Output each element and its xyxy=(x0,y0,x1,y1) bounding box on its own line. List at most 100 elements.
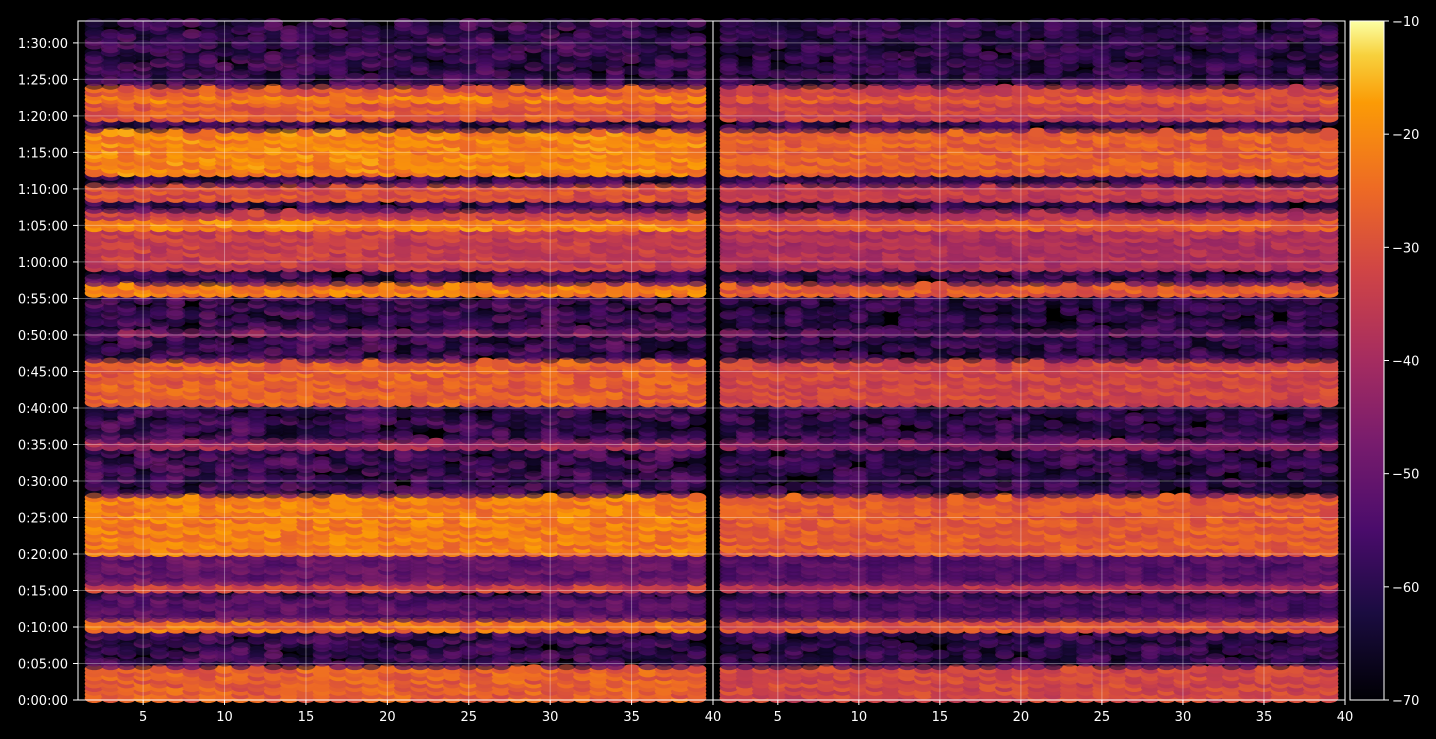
heatmap-cell xyxy=(426,635,446,645)
heatmap-cell xyxy=(345,638,365,649)
heatmap-cell xyxy=(410,434,430,444)
heatmap-cell xyxy=(524,664,544,674)
heatmap-cell xyxy=(84,638,104,649)
heatmap-cell xyxy=(605,642,625,652)
heatmap-cell xyxy=(638,594,658,605)
heatmap-cell xyxy=(556,645,577,656)
heatmap-cell xyxy=(622,649,642,660)
heatmap-cell xyxy=(280,664,300,674)
heatmap-cell xyxy=(296,653,316,663)
heatmap-cell xyxy=(670,660,691,671)
heatmap-cell xyxy=(198,631,218,641)
heatmap-cell xyxy=(622,638,642,649)
heatmap-cell xyxy=(312,631,332,641)
heatmap-cell xyxy=(507,649,528,660)
heatmap-cell xyxy=(507,591,528,601)
heatmap-cell xyxy=(687,642,707,652)
heatmap-cell xyxy=(247,664,267,674)
heatmap-cell xyxy=(133,656,153,667)
heatmap-cell xyxy=(410,645,430,656)
heatmap-cell xyxy=(605,656,625,667)
heatmap-cell xyxy=(573,664,593,674)
heatmap-cell xyxy=(442,631,463,641)
heatmap-cells-left xyxy=(84,18,707,703)
heatmap-cell xyxy=(101,656,121,667)
heatmap-cell xyxy=(312,664,332,674)
heatmap-cell xyxy=(247,642,267,652)
heatmap-cell xyxy=(296,594,316,605)
heatmap-cell xyxy=(459,642,479,652)
heatmap-cell xyxy=(687,631,707,641)
heatmap-cell xyxy=(296,656,316,667)
heatmap-cell xyxy=(605,591,625,601)
heatmap-cell xyxy=(117,656,137,667)
heatmap-cell xyxy=(280,591,300,601)
heatmap-cell xyxy=(263,649,283,660)
heatmap-cell xyxy=(491,594,511,605)
heatmap-cell xyxy=(361,631,381,641)
heatmap-cell xyxy=(231,591,251,601)
heatmap-cell xyxy=(410,638,430,649)
heatmap-cell xyxy=(556,660,577,671)
heatmap-cell xyxy=(166,649,186,660)
heatmap-cell xyxy=(638,660,658,671)
heatmap-cell xyxy=(654,649,674,660)
heatmap-cell xyxy=(459,656,479,667)
heatmap-cell xyxy=(166,656,186,667)
heatmap-cell xyxy=(182,631,202,641)
heatmap-cell xyxy=(589,631,609,641)
heatmap-cell xyxy=(280,653,300,663)
heatmap-cell xyxy=(214,664,235,674)
heatmap-cell xyxy=(117,642,137,652)
heatmap-cell xyxy=(394,649,414,660)
heatmap-cell xyxy=(459,594,479,605)
heatmap-cell xyxy=(101,591,121,601)
heatmap-cell xyxy=(394,660,414,671)
heatmap-cell xyxy=(361,649,381,660)
heatmap-cell xyxy=(589,645,609,656)
heatmap-cell xyxy=(296,645,316,656)
heatmap-cell xyxy=(687,664,707,674)
heatmap-cell xyxy=(475,653,495,663)
heatmap-cell xyxy=(410,631,430,641)
heatmap-cell xyxy=(556,591,577,601)
heatmap-cell xyxy=(670,591,691,601)
heatmap-cell xyxy=(524,638,544,649)
heatmap-cell xyxy=(687,492,707,503)
heatmap-cell xyxy=(394,642,414,652)
heatmap-cell xyxy=(442,645,463,656)
heatmap-cell xyxy=(654,656,674,667)
heatmap-cell xyxy=(638,635,658,645)
heatmap-cell xyxy=(345,594,365,605)
heatmap-cell xyxy=(394,591,414,601)
heatmap-cell xyxy=(149,664,169,674)
heatmap-cell xyxy=(654,645,674,656)
heatmap-cell xyxy=(166,638,186,649)
heatmap-cell xyxy=(540,649,560,660)
heatmap-cell xyxy=(328,660,349,671)
heatmap-cell xyxy=(377,594,397,605)
heatmap-cell xyxy=(345,645,365,656)
heatmap-cell xyxy=(328,635,349,645)
heatmap-cell xyxy=(507,664,528,674)
heatmap-cell xyxy=(84,645,104,656)
heatmap-cell xyxy=(377,642,397,652)
heatmap-cell xyxy=(556,649,577,660)
heatmap-cell xyxy=(263,660,283,671)
heatmap-cell xyxy=(622,664,642,674)
heatmap-cell xyxy=(149,642,169,652)
heatmap-cell xyxy=(361,660,381,671)
heatmap-cell xyxy=(377,664,397,674)
heatmap-cell xyxy=(524,594,544,605)
heatmap-cell xyxy=(214,591,235,601)
heatmap-cell xyxy=(573,645,593,656)
heatmap-cell xyxy=(687,426,707,437)
heatmap-cell xyxy=(475,635,495,645)
heatmap-cell xyxy=(263,638,283,649)
heatmap-cell xyxy=(524,645,544,656)
heatmap-panel-left: 5 10 15 20 25 30 35 40 xyxy=(77,18,721,725)
heatmap-cell xyxy=(654,594,674,605)
heatmap-cell xyxy=(377,638,397,649)
heatmap-cell xyxy=(556,664,577,674)
